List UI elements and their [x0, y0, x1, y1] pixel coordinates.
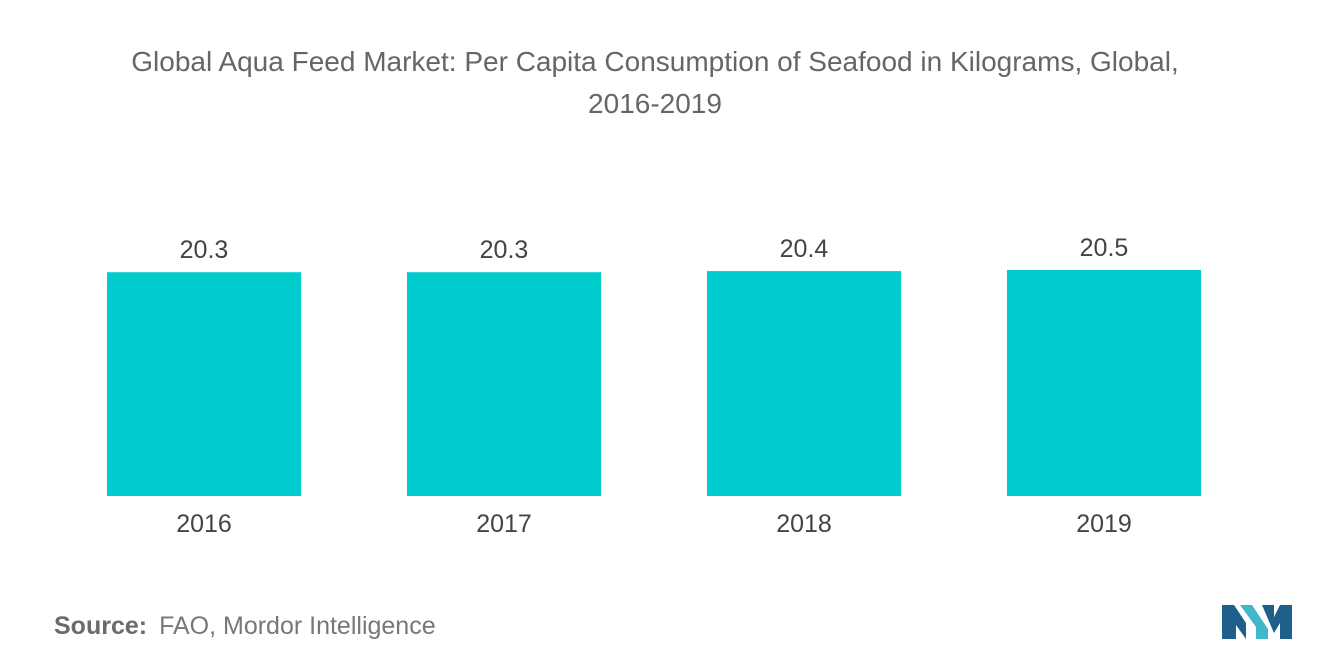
mordor-intelligence-logo-icon — [1222, 605, 1292, 639]
chart-title-line-1: Global Aqua Feed Market: Per Capita Cons… — [131, 45, 1179, 77]
category-label-2018: 2018 — [776, 510, 832, 538]
value-label-2018: 20.4 — [780, 235, 829, 263]
bar-2017 — [407, 272, 601, 496]
bar-2018 — [707, 271, 901, 496]
bar-2016 — [107, 272, 301, 496]
value-label-2019: 20.5 — [1080, 234, 1129, 262]
category-label-2016: 2016 — [176, 510, 232, 538]
logo-shape-left — [1222, 605, 1246, 639]
source-label: Source: — [54, 612, 148, 640]
logo-shape-middle — [1240, 605, 1268, 639]
logo-shape-right — [1262, 605, 1292, 639]
category-label-2019: 2019 — [1076, 510, 1132, 538]
category-label-2017: 2017 — [476, 510, 532, 538]
source-text: FAO, Mordor Intelligence — [159, 612, 436, 640]
source-note: Source: FAO, Mordor Intelligence — [54, 612, 436, 641]
value-label-2017: 20.3 — [480, 236, 529, 264]
chart-title-line-2: 2016-2019 — [588, 87, 722, 119]
value-label-2016: 20.3 — [180, 236, 229, 264]
chart-title: Global Aqua Feed Market: Per Capita Cons… — [0, 41, 1310, 125]
bar-2019 — [1007, 270, 1201, 496]
